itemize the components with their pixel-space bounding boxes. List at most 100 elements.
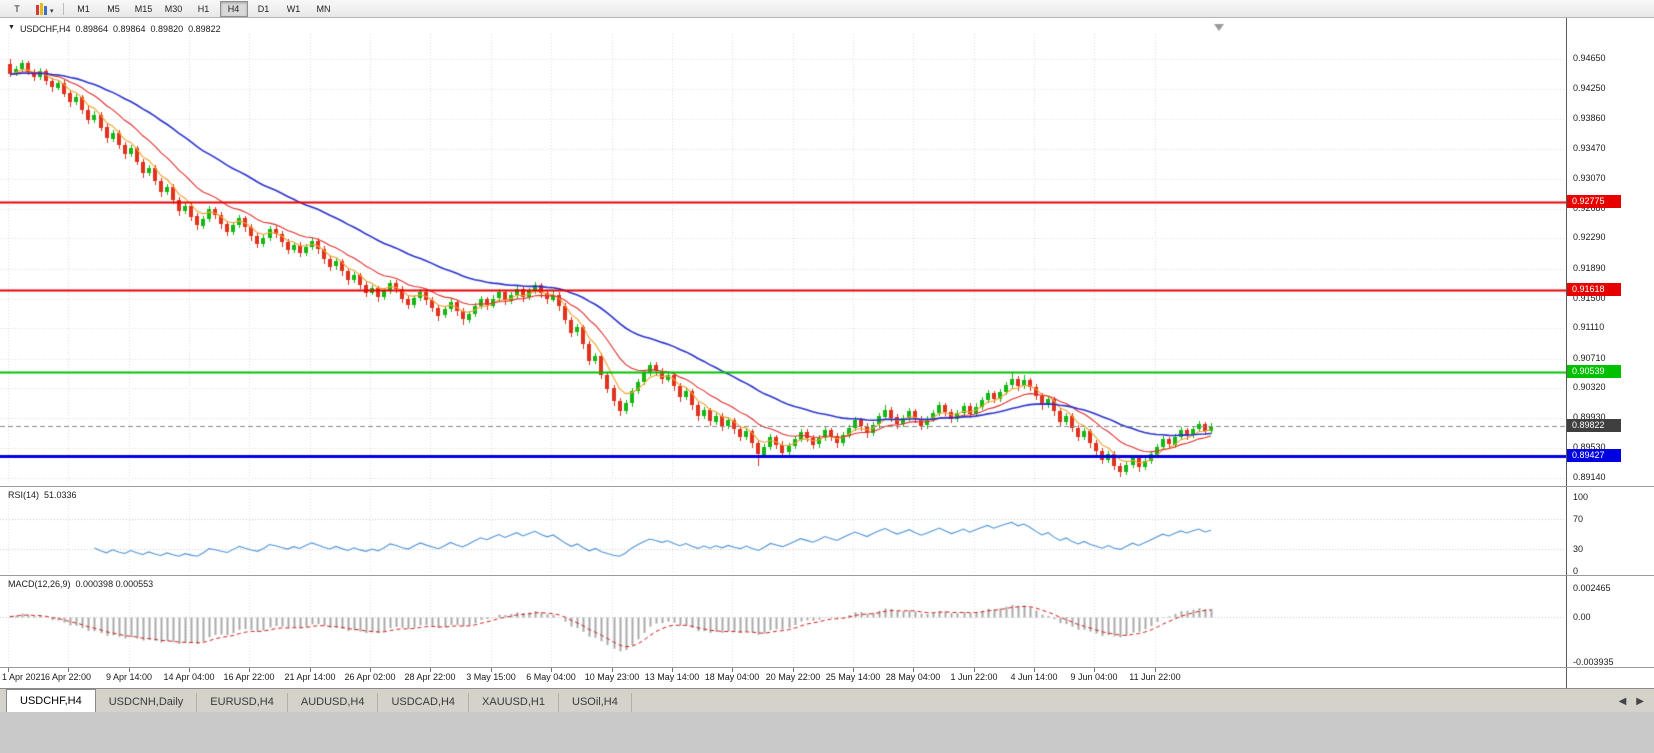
date-axis-label: 26 Apr 02:00 xyxy=(344,672,396,682)
chart-tab-xauusd-h1[interactable]: XAUUSD,H1 xyxy=(469,693,559,712)
price-axis-label: 0.90320 xyxy=(1573,382,1606,393)
toolbar-separator xyxy=(62,2,64,15)
toolbar: T ▾ M1 M5 M15 M30 H1 H4 D1 W1 MN xyxy=(0,0,1654,18)
date-tick xyxy=(249,668,250,672)
date-axis-label: 28 Apr 22:00 xyxy=(404,672,456,682)
price-axis-label: 0.89140 xyxy=(1573,472,1606,482)
chart-tabs: USDCHF,H4 USDCNH,Daily EURUSD,H4 AUDUSD,H4 U… xyxy=(0,689,632,712)
date-tick xyxy=(612,668,613,672)
date-axis-label: 9 Apr 14:00 xyxy=(105,672,153,682)
date-tick xyxy=(68,668,69,672)
chart-tab-usdchf-h4[interactable]: USDCHF,H4 xyxy=(6,689,96,712)
date-tick xyxy=(853,668,854,672)
date-axis-label: 4 Jun 14:00 xyxy=(1010,672,1058,682)
date-tick xyxy=(189,668,190,672)
timeframe-button-w1[interactable]: W1 xyxy=(286,3,301,14)
date-tick xyxy=(310,668,311,672)
date-tick xyxy=(430,668,431,672)
main-chart-canvas[interactable] xyxy=(0,18,1566,487)
date-tick xyxy=(370,668,371,672)
date-axis-label: 13 May 14:00 xyxy=(644,672,700,682)
hline-price-tag: 0.92775 xyxy=(1567,194,1621,208)
date-axis-label: 1 Apr 2021 xyxy=(2,672,46,682)
date-tick xyxy=(1034,668,1035,672)
date-tick xyxy=(1155,668,1156,672)
chart-legend: ▼ USDCHF,H4 0.89864 0.89864 0.89820 0.89… xyxy=(8,24,221,34)
timeframe-button-h4[interactable]: H4 xyxy=(219,0,248,17)
timeframe-button-mn[interactable]: MN xyxy=(316,3,331,14)
panel-splitter xyxy=(0,667,1654,668)
macd-axis-label: 0.002465 xyxy=(1573,583,1611,593)
panel-splitter[interactable] xyxy=(0,575,1654,576)
macd-legend: MACD(12,26,9) 0.000398 0.000553 xyxy=(8,579,153,589)
chart-tab-usoil-h4[interactable]: USOil,H4 xyxy=(559,693,632,712)
timeframe-button-m30[interactable]: M30 xyxy=(164,3,183,14)
macd-axis-label: -0.003935 xyxy=(1573,657,1614,667)
chart-tab-eurusd-h4[interactable]: EURUSD,H4 xyxy=(197,693,288,712)
timeframe-button-m1[interactable]: M1 xyxy=(77,3,90,14)
date-axis-label: 1 Jun 22:00 xyxy=(950,672,998,682)
legend-open: 0.89864 xyxy=(75,24,108,34)
rsi-canvas[interactable] xyxy=(0,487,1566,576)
date-axis-label: 6 May 04:00 xyxy=(526,672,576,682)
legend-close: 0.89822 xyxy=(188,24,221,34)
panel-splitter[interactable] xyxy=(0,486,1654,487)
price-axis-label: 0.93860 xyxy=(1573,113,1606,124)
date-tick xyxy=(974,668,975,672)
tab-scroll-right-icon[interactable]: ▶ xyxy=(1636,696,1644,707)
chart-tool-button[interactable]: T xyxy=(14,3,20,14)
rsi-axis-label: 70 xyxy=(1573,514,1584,525)
chart-tab-usdcnh-daily[interactable]: USDCNH,Daily xyxy=(96,693,198,712)
rsi-axis-label: 0 xyxy=(1573,566,1579,576)
timeframe-button-m5[interactable]: M5 xyxy=(107,3,120,14)
date-axis-label: 3 May 15:00 xyxy=(466,672,516,682)
date-axis-label: 28 May 04:00 xyxy=(885,672,941,682)
chart-tab-usdcad-h4[interactable]: USDCAD,H4 xyxy=(378,693,470,712)
price-axis-label: 0.93470 xyxy=(1573,142,1606,153)
crayon-red xyxy=(36,5,39,15)
timeframe-button-m15[interactable]: M15 xyxy=(134,3,153,14)
date-axis-label: 6 Apr 22:00 xyxy=(44,672,92,682)
date-axis-label: 18 May 04:00 xyxy=(704,672,760,682)
chart-tab-bar: USDCHF,H4 USDCNH,Daily EURUSD,H4 AUDUSD,H4 U… xyxy=(0,688,1654,712)
window-background xyxy=(0,712,1654,753)
date-axis-label: 10 May 23:00 xyxy=(584,672,640,682)
legend-symbol: USDCHF,H4 xyxy=(19,24,71,34)
quick-trade-collapse-icon[interactable]: ▼ xyxy=(8,24,15,31)
price-axis-label: 0.92290 xyxy=(1573,232,1606,243)
current-price-tag: 0.89822 xyxy=(1567,419,1621,433)
macd-canvas[interactable] xyxy=(0,576,1566,668)
price-axis[interactable]: 0.94650 0.94250 0.93860 0.93470 0.93070 0.926… xyxy=(1566,18,1654,688)
timeframe-button-group: M1 M5 M15 M30 H1 H4 D1 W1 MN xyxy=(70,0,338,17)
macd-axis-label: 0.00 xyxy=(1573,611,1591,622)
date-axis-label: 9 Jun 04:00 xyxy=(1070,672,1118,682)
legend-high: 0.89864 xyxy=(113,24,146,34)
chart-tab-audusd-h4[interactable]: AUDUSD,H4 xyxy=(288,693,379,712)
date-tick xyxy=(732,668,733,672)
price-axis-label: 0.91890 xyxy=(1573,262,1606,273)
date-axis-label: 14 Apr 04:00 xyxy=(163,672,215,682)
date-tick xyxy=(672,668,673,672)
crayon-palette-icon[interactable]: ▾ xyxy=(33,2,57,15)
macd-title: MACD(12,26,9) xyxy=(8,579,71,589)
price-axis-label: 0.92680 xyxy=(1573,202,1606,213)
hline-price-tag: 0.91618 xyxy=(1567,282,1621,296)
price-axis-label: 0.94250 xyxy=(1573,83,1606,94)
rsi-legend: RSI(14) 51.0336 xyxy=(8,490,77,500)
date-tick xyxy=(913,668,914,672)
rsi-value: 51.0336 xyxy=(44,490,77,500)
timeframe-button-h1[interactable]: H1 xyxy=(197,3,210,14)
date-axis-label: 25 May 14:00 xyxy=(825,672,881,682)
date-tick xyxy=(491,668,492,672)
price-axis-label: 0.91500 xyxy=(1573,292,1606,303)
date-axis-label: 21 Apr 14:00 xyxy=(284,672,336,682)
date-tick xyxy=(129,668,130,672)
tab-scroll-left-icon[interactable]: ◀ xyxy=(1618,696,1627,707)
chevron-down-icon: ▾ xyxy=(50,8,54,15)
legend-low: 0.89820 xyxy=(150,24,184,34)
timeframe-button-d1[interactable]: D1 xyxy=(257,3,270,14)
price-axis-label: 0.94650 xyxy=(1573,53,1606,63)
price-axis-label: 0.93070 xyxy=(1573,173,1606,184)
macd-values: 0.000398 0.000553 xyxy=(75,579,154,589)
